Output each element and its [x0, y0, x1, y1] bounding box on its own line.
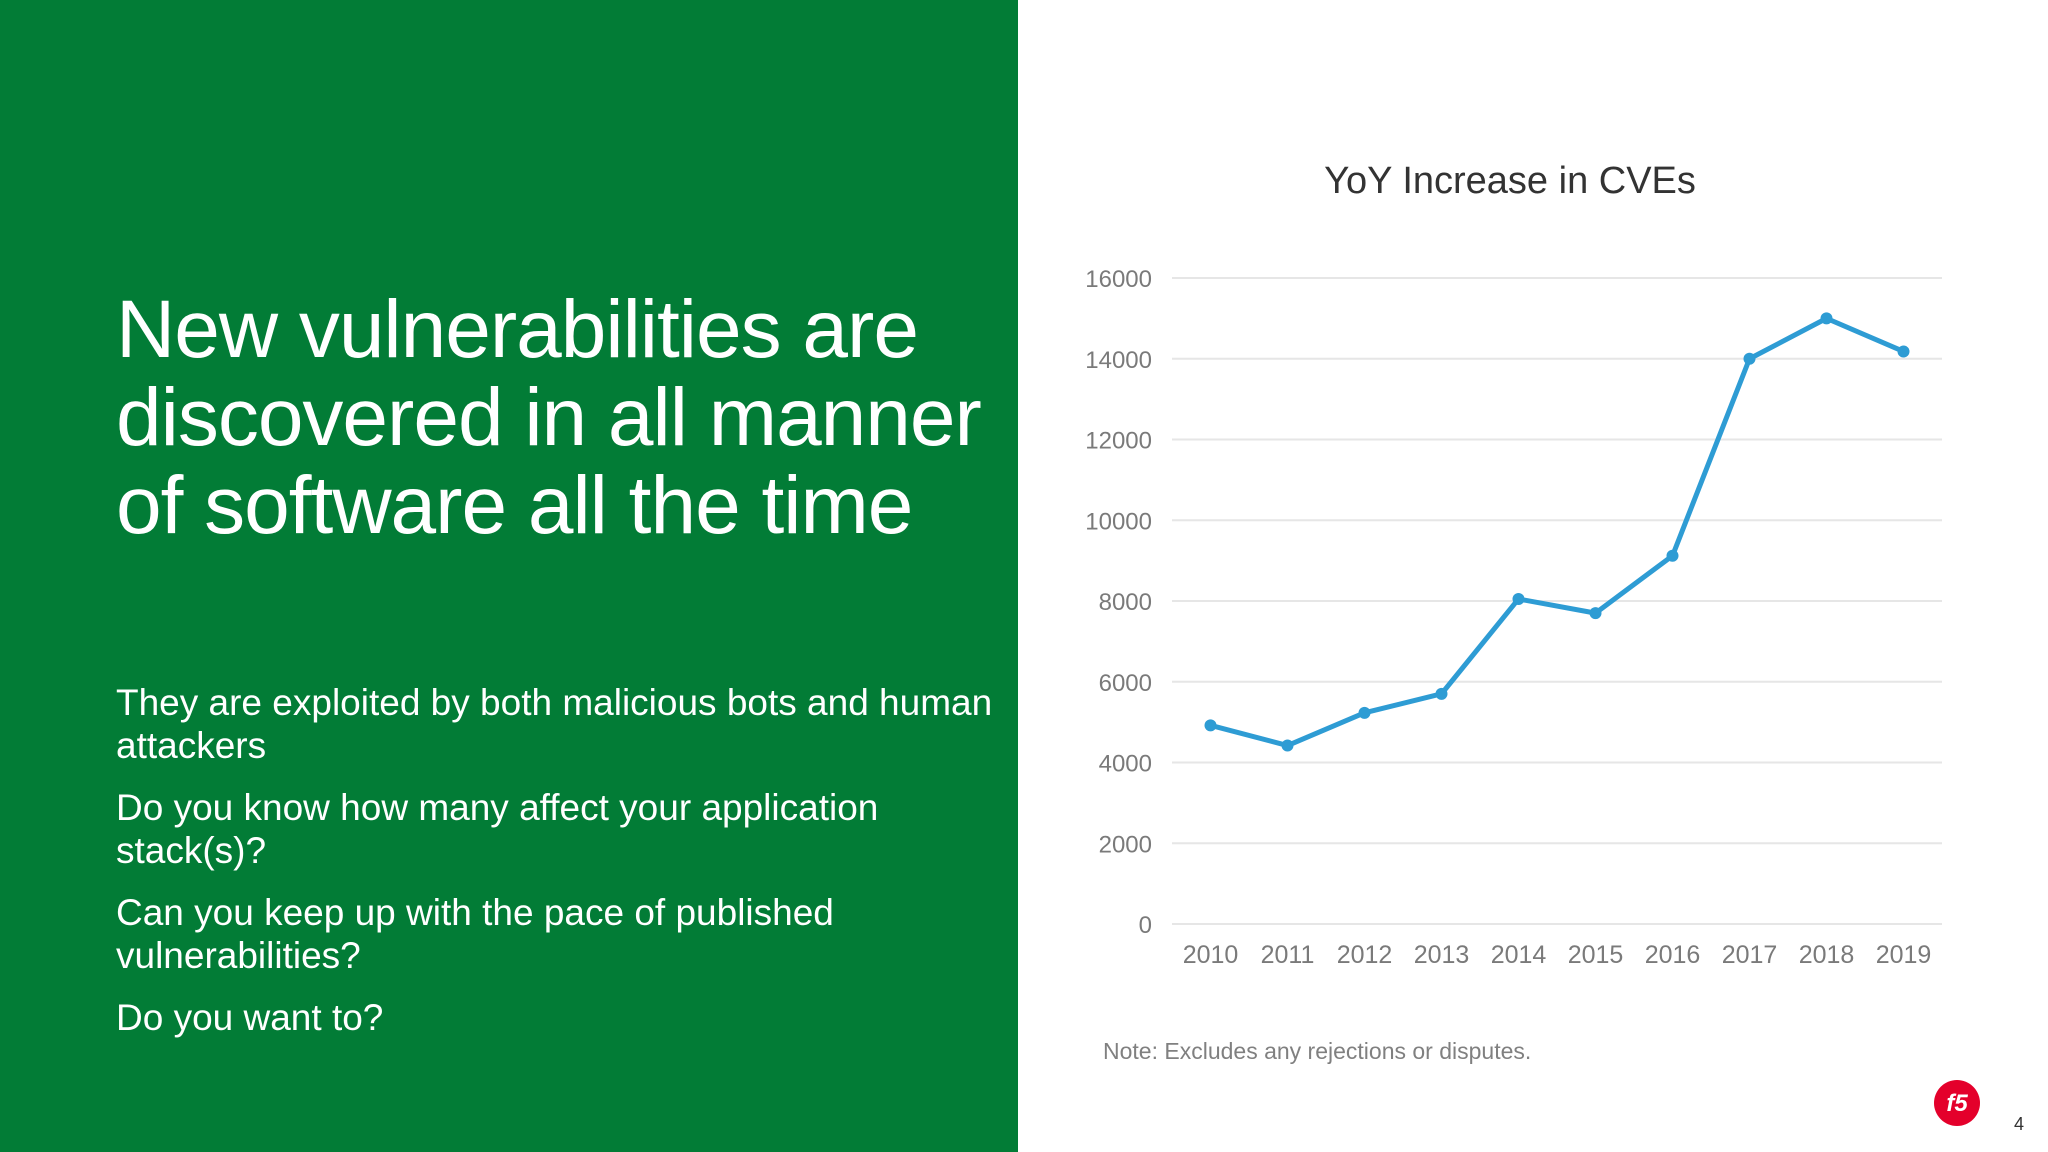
bullet-item: Do you want to? [116, 997, 384, 1038]
x-tick-label: 2019 [1876, 941, 1932, 969]
data-point [1666, 549, 1679, 562]
y-tick-label: 16000 [1085, 266, 1152, 293]
data-point [1897, 345, 1910, 358]
bullet-item: Do you know how many affect your applica… [116, 787, 879, 871]
data-point [1512, 592, 1525, 605]
data-point [1281, 739, 1294, 752]
x-tick-label: 2012 [1337, 941, 1393, 969]
y-tick-label: 4000 [1099, 751, 1152, 778]
y-tick-label: 2000 [1099, 831, 1152, 858]
x-tick-label: 2010 [1183, 941, 1239, 969]
line-chart: 0 2000 4000 6000 8000 10000 12000 14000 16000 201… [1085, 266, 1942, 969]
slide-headline: New vulnerabilities are discovered in al… [116, 284, 982, 551]
data-point [1358, 706, 1371, 719]
bullet-list: They are exploited by both malicious bot… [116, 681, 996, 1058]
y-tick-label: 10000 [1085, 508, 1152, 535]
y-tick-label: 8000 [1099, 589, 1152, 616]
left-panel [0, 0, 1018, 1152]
f5-logo: f5 [1934, 1080, 1980, 1126]
series-line [1208, 315, 1906, 749]
data-point [1743, 352, 1756, 365]
y-tick-label: 0 [1139, 912, 1152, 939]
bullet-item: Can you keep up with the pace of publish… [116, 892, 834, 976]
chart-note: Note: Excludes any rejections or dispute… [1103, 1038, 1532, 1064]
chart-title: YoY Increase in CVEs [1324, 160, 1696, 202]
y-tick-label: 6000 [1099, 670, 1152, 697]
x-tick-label: 2014 [1491, 941, 1547, 969]
x-tick-label: 2017 [1722, 941, 1778, 969]
y-tick-label: 12000 [1085, 428, 1152, 455]
x-tick-label: 2016 [1645, 941, 1701, 969]
f5-logo-circle [1934, 1080, 1980, 1126]
x-tick-label: 2013 [1414, 941, 1470, 969]
data-point [1204, 719, 1217, 732]
f5-logo-text: f5 [1946, 1090, 1968, 1117]
page-number: 4 [2014, 1114, 2025, 1134]
y-tick-label: 14000 [1085, 347, 1152, 374]
x-tick-label: 2018 [1799, 941, 1855, 969]
data-point [1589, 607, 1602, 620]
x-tick-label: 2015 [1568, 941, 1624, 969]
data-point [1820, 312, 1833, 325]
x-tick-label: 2011 [1261, 941, 1315, 969]
data-point [1435, 687, 1448, 700]
bullet-item: They are exploited by both malicious bot… [116, 682, 993, 766]
